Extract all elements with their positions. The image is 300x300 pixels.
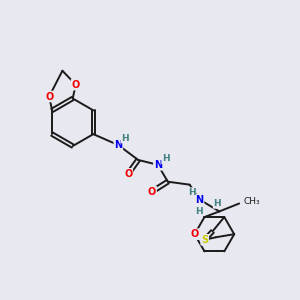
Text: O: O	[124, 169, 132, 179]
Text: H: H	[122, 134, 129, 142]
Text: O: O	[148, 187, 156, 196]
Text: H: H	[162, 154, 170, 164]
Text: N: N	[114, 140, 122, 150]
Text: O: O	[45, 92, 53, 101]
Text: O: O	[190, 229, 199, 239]
Text: S: S	[201, 235, 208, 245]
Text: N: N	[196, 194, 204, 205]
Text: N: N	[154, 160, 162, 170]
Text: H: H	[188, 188, 195, 197]
Text: H: H	[214, 199, 221, 208]
Text: O: O	[72, 80, 80, 90]
Text: CH₃: CH₃	[243, 197, 260, 206]
Text: H: H	[195, 207, 203, 216]
